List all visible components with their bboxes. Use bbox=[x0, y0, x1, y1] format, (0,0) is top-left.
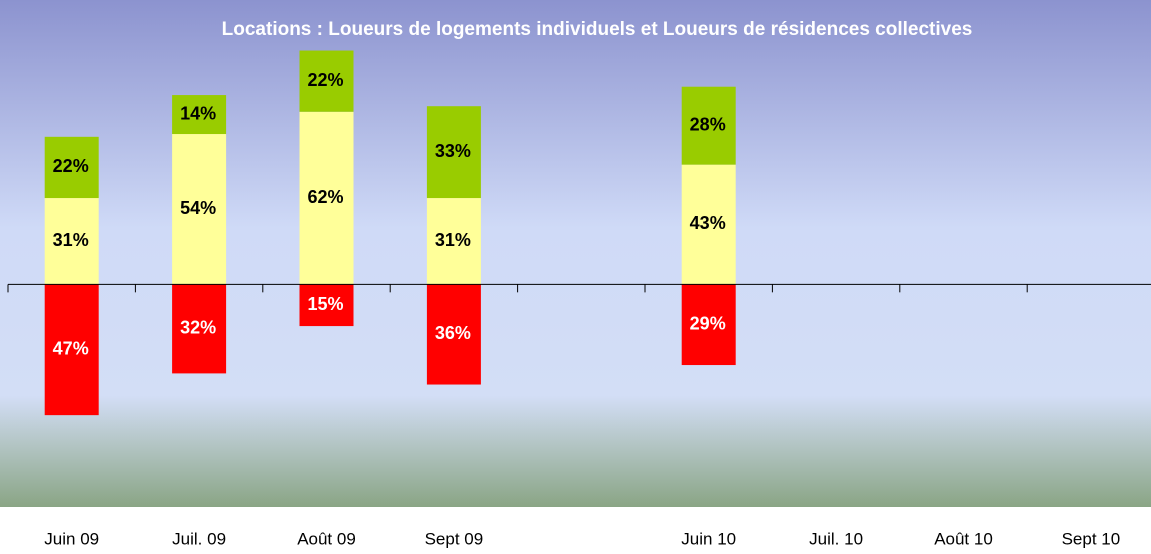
data-label: 29% bbox=[690, 313, 726, 333]
x-tick-label: Juil. 09 bbox=[172, 529, 226, 548]
bar-segment bbox=[426, 106, 481, 199]
x-tick-label: Sept 10 bbox=[1062, 529, 1121, 548]
x-tick-label: Juin 10 bbox=[681, 529, 736, 548]
x-tick-label: Sept 09 bbox=[425, 529, 484, 548]
bar-segment bbox=[426, 284, 481, 385]
bar-segment bbox=[299, 111, 354, 285]
bar-segment bbox=[681, 86, 736, 165]
data-label: 43% bbox=[690, 213, 726, 233]
bar-segment bbox=[299, 50, 354, 112]
data-label: 54% bbox=[180, 198, 216, 218]
data-label: 22% bbox=[307, 70, 343, 90]
data-label: 62% bbox=[307, 187, 343, 207]
data-label: 15% bbox=[307, 294, 343, 314]
bar-segment bbox=[44, 136, 99, 199]
x-tick-label: Juil. 10 bbox=[809, 529, 863, 548]
data-label: 28% bbox=[690, 114, 726, 134]
data-label: 32% bbox=[180, 318, 216, 338]
bar-segment bbox=[44, 284, 99, 416]
x-tick-label: Août 10 bbox=[934, 529, 993, 548]
data-label: 33% bbox=[435, 141, 471, 161]
bar-segment bbox=[172, 134, 227, 285]
bar-segment bbox=[681, 284, 736, 366]
x-tick-label: Août 09 bbox=[297, 529, 356, 548]
data-label: 47% bbox=[53, 338, 89, 358]
bar-segment bbox=[172, 284, 227, 374]
data-label: 31% bbox=[435, 230, 471, 250]
bar-segment bbox=[681, 164, 736, 285]
bar-segment bbox=[44, 198, 99, 285]
data-label: 22% bbox=[53, 156, 89, 176]
bar-segment bbox=[172, 95, 227, 135]
bar-segment bbox=[299, 284, 354, 327]
chart-title: Locations : Loueurs de logements individ… bbox=[222, 19, 973, 40]
data-label: 31% bbox=[53, 230, 89, 250]
bar-segment bbox=[426, 198, 481, 285]
data-label: 14% bbox=[180, 103, 216, 123]
data-label: 36% bbox=[435, 323, 471, 343]
x-tick-label: Juin 09 bbox=[44, 529, 99, 548]
